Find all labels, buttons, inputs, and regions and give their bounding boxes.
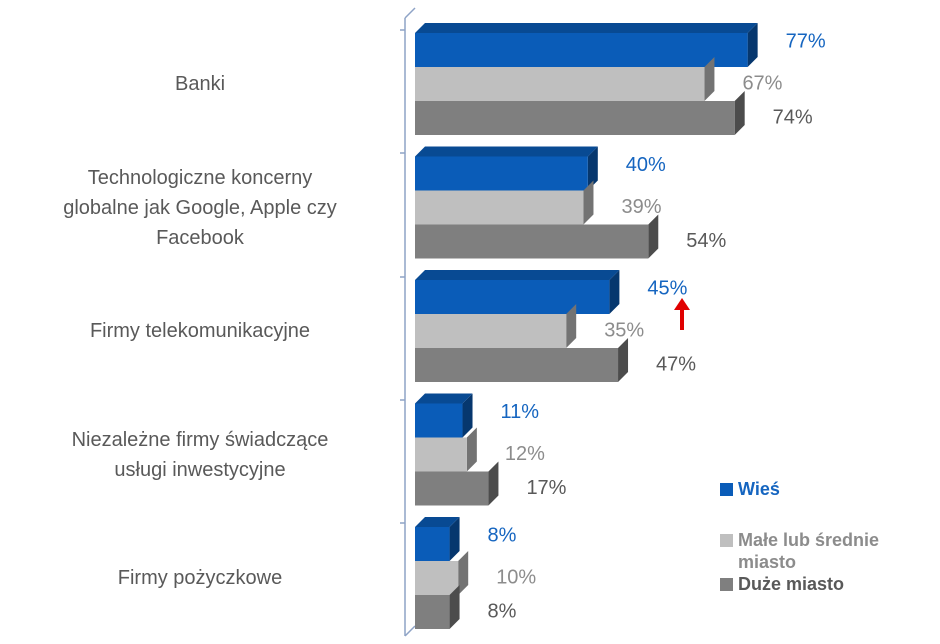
legend-swatch (720, 534, 733, 547)
bar-side (734, 91, 745, 135)
value-label: 40% (626, 154, 666, 176)
category-label: Banki (174, 73, 226, 95)
bar-side (618, 338, 629, 382)
bar-side (704, 57, 715, 101)
annotation-arrow (674, 298, 690, 330)
bar-side (458, 551, 469, 595)
bar-side (449, 517, 460, 561)
value-label: 11% (501, 401, 540, 423)
value-label: 10% (496, 566, 536, 588)
bar (415, 101, 735, 135)
bar-side (462, 393, 473, 438)
value-label: 35% (604, 319, 644, 341)
value-label: 54% (686, 230, 726, 252)
category-label: Technologiczne koncerny globalne jak Goo… (63, 166, 337, 249)
value-label: 45% (647, 277, 687, 299)
value-label: 12% (505, 443, 545, 465)
bar-side (583, 180, 594, 225)
bar-side (648, 214, 659, 259)
bar-side (566, 304, 577, 348)
bar (415, 595, 450, 629)
bar (415, 67, 705, 101)
legend-label: Duże miasto (738, 574, 845, 594)
value-label: 17% (526, 477, 566, 499)
bar-side (449, 585, 460, 629)
bar (415, 280, 610, 314)
bar-top (415, 517, 460, 527)
bar-side (587, 146, 598, 191)
value-label: 47% (656, 353, 696, 375)
legend-label: Wieś (738, 479, 780, 499)
bar (415, 156, 588, 191)
value-label: 8% (488, 524, 517, 546)
category-label: Firmy telekomunikacyjne (89, 320, 311, 342)
bar (415, 403, 463, 438)
bar-top (415, 393, 473, 404)
legend-swatch (720, 578, 733, 591)
value-label: 8% (488, 600, 517, 622)
category-label: Niezależne firmy świadczące usługi inwes… (71, 428, 329, 481)
value-label: 67% (742, 72, 782, 94)
bar (415, 190, 584, 225)
bar-side (488, 461, 499, 506)
bar-side (466, 427, 477, 472)
bar-top (415, 270, 620, 280)
bar-top (415, 23, 758, 33)
value-label: 77% (786, 30, 826, 52)
bar (415, 471, 489, 506)
value-label: 74% (773, 106, 813, 128)
legend-swatch (720, 483, 733, 496)
bar (415, 527, 450, 561)
bar-side (609, 270, 620, 314)
bar (415, 224, 649, 259)
bar (415, 561, 459, 595)
bar (415, 348, 619, 382)
bar-top (415, 146, 598, 157)
category-label: Firmy pożyczkowe (117, 567, 283, 589)
value-label: 39% (621, 196, 661, 218)
bar-side (747, 23, 758, 67)
bar (415, 437, 467, 472)
axis-ticks (400, 29, 405, 524)
axis-line (404, 7, 416, 19)
axis-line (404, 625, 416, 637)
bar (415, 314, 567, 348)
legend-label: Małe lub średnie miasto (738, 530, 880, 572)
bar (415, 33, 748, 67)
